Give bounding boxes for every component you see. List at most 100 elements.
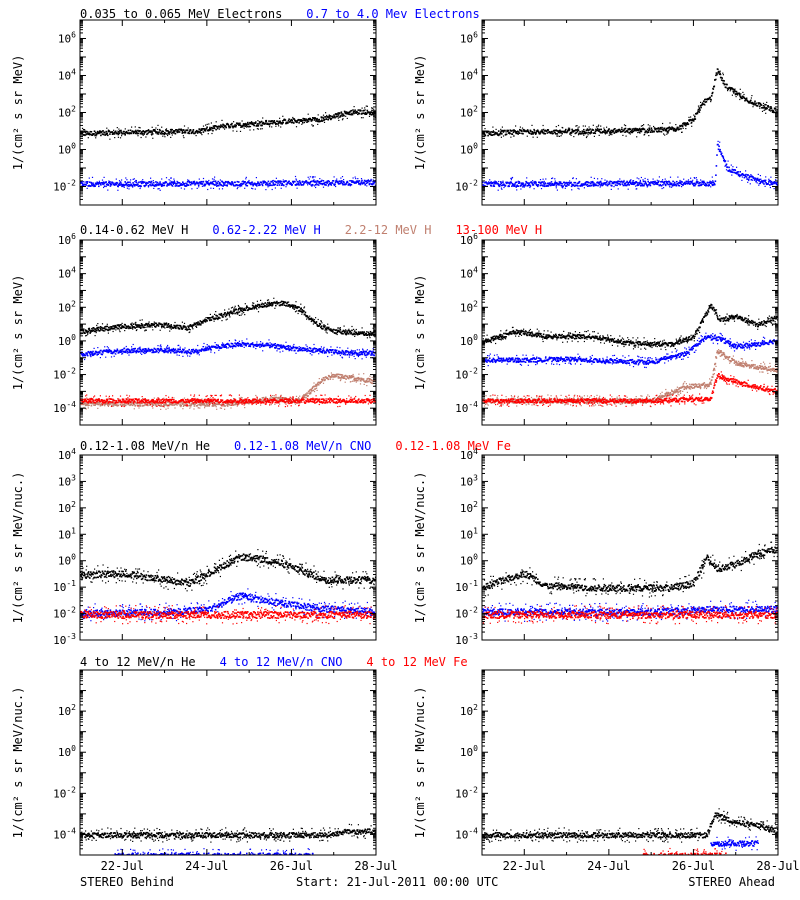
data-point [218, 316, 220, 319]
data-point [261, 184, 264, 187]
data-point [144, 181, 146, 184]
data-point [340, 180, 342, 182]
data-point [201, 183, 204, 185]
data-point [707, 185, 710, 187]
data-point [554, 181, 556, 184]
data-point [726, 166, 729, 168]
data-point [95, 133, 98, 136]
data-point [734, 169, 737, 171]
data-point [161, 133, 164, 135]
data-point [288, 180, 290, 183]
data-point [138, 347, 141, 349]
data-point [276, 181, 278, 184]
data-point [346, 353, 348, 356]
data-point [317, 123, 319, 125]
data-point [753, 102, 756, 104]
data-point [289, 345, 291, 348]
series-label-2-1: 0.12-1.08 MeV/n CNO [234, 439, 371, 453]
data-point [123, 186, 125, 188]
data-point [291, 184, 293, 186]
data-point [231, 345, 233, 348]
data-point [636, 128, 638, 130]
data-point [363, 334, 365, 336]
data-point [565, 181, 568, 184]
data-point [266, 342, 268, 345]
data-point [144, 352, 146, 355]
data-point [710, 182, 712, 184]
data-point [343, 325, 345, 327]
data-point [539, 133, 541, 135]
data-point [752, 106, 754, 108]
data-point [101, 354, 104, 356]
data-point [372, 182, 375, 185]
data-point [731, 174, 733, 176]
data-point [221, 181, 224, 183]
data-point [533, 128, 535, 131]
data-point [765, 107, 767, 109]
data-point [741, 179, 743, 181]
data-point [664, 134, 666, 136]
data-point [262, 344, 264, 347]
data-point [86, 332, 89, 334]
data-point [727, 170, 730, 172]
data-point [357, 181, 360, 183]
data-point [319, 350, 321, 353]
data-point [132, 130, 134, 133]
data-point [192, 182, 194, 185]
data-point [360, 351, 363, 353]
data-point [744, 99, 746, 102]
data-point [126, 183, 128, 186]
data-point [167, 323, 170, 325]
data-point [287, 119, 290, 122]
data-point [291, 350, 293, 352]
data-point [362, 333, 365, 335]
data-point [766, 107, 768, 109]
data-point [635, 181, 638, 184]
data-point [519, 182, 521, 184]
data-point [645, 130, 648, 133]
data-point [173, 180, 175, 182]
data-point [500, 182, 503, 184]
data-point [152, 129, 155, 131]
data-point [371, 109, 373, 112]
data-point [330, 184, 333, 186]
data-point [344, 112, 347, 115]
data-point [297, 183, 299, 186]
data-point [669, 176, 672, 178]
data-point [164, 324, 166, 326]
data-point [278, 348, 281, 350]
data-point [120, 350, 123, 353]
data-point [539, 179, 542, 181]
data-point [90, 182, 93, 184]
data-point [109, 350, 111, 353]
data-point [89, 130, 92, 133]
data-point [319, 180, 321, 183]
data-point [580, 132, 583, 135]
data-point [161, 327, 163, 329]
data-point [531, 132, 533, 135]
data-point [129, 351, 131, 353]
data-point [177, 131, 180, 133]
data-point [286, 348, 288, 350]
data-point [335, 329, 338, 331]
data-point [152, 184, 154, 187]
data-point [638, 131, 641, 133]
data-point [251, 304, 254, 307]
data-point [132, 326, 134, 328]
data-point [755, 180, 757, 183]
data-point [265, 344, 267, 347]
data-point [154, 129, 156, 131]
data-point [282, 181, 284, 183]
data-point [763, 109, 765, 111]
data-point [349, 113, 352, 116]
data-point [234, 305, 236, 307]
data-point [702, 183, 704, 185]
data-point [269, 120, 272, 122]
data-point [759, 182, 762, 185]
data-point [165, 323, 167, 326]
data-point [244, 123, 247, 126]
data-point [163, 322, 166, 325]
data-point [361, 327, 363, 329]
